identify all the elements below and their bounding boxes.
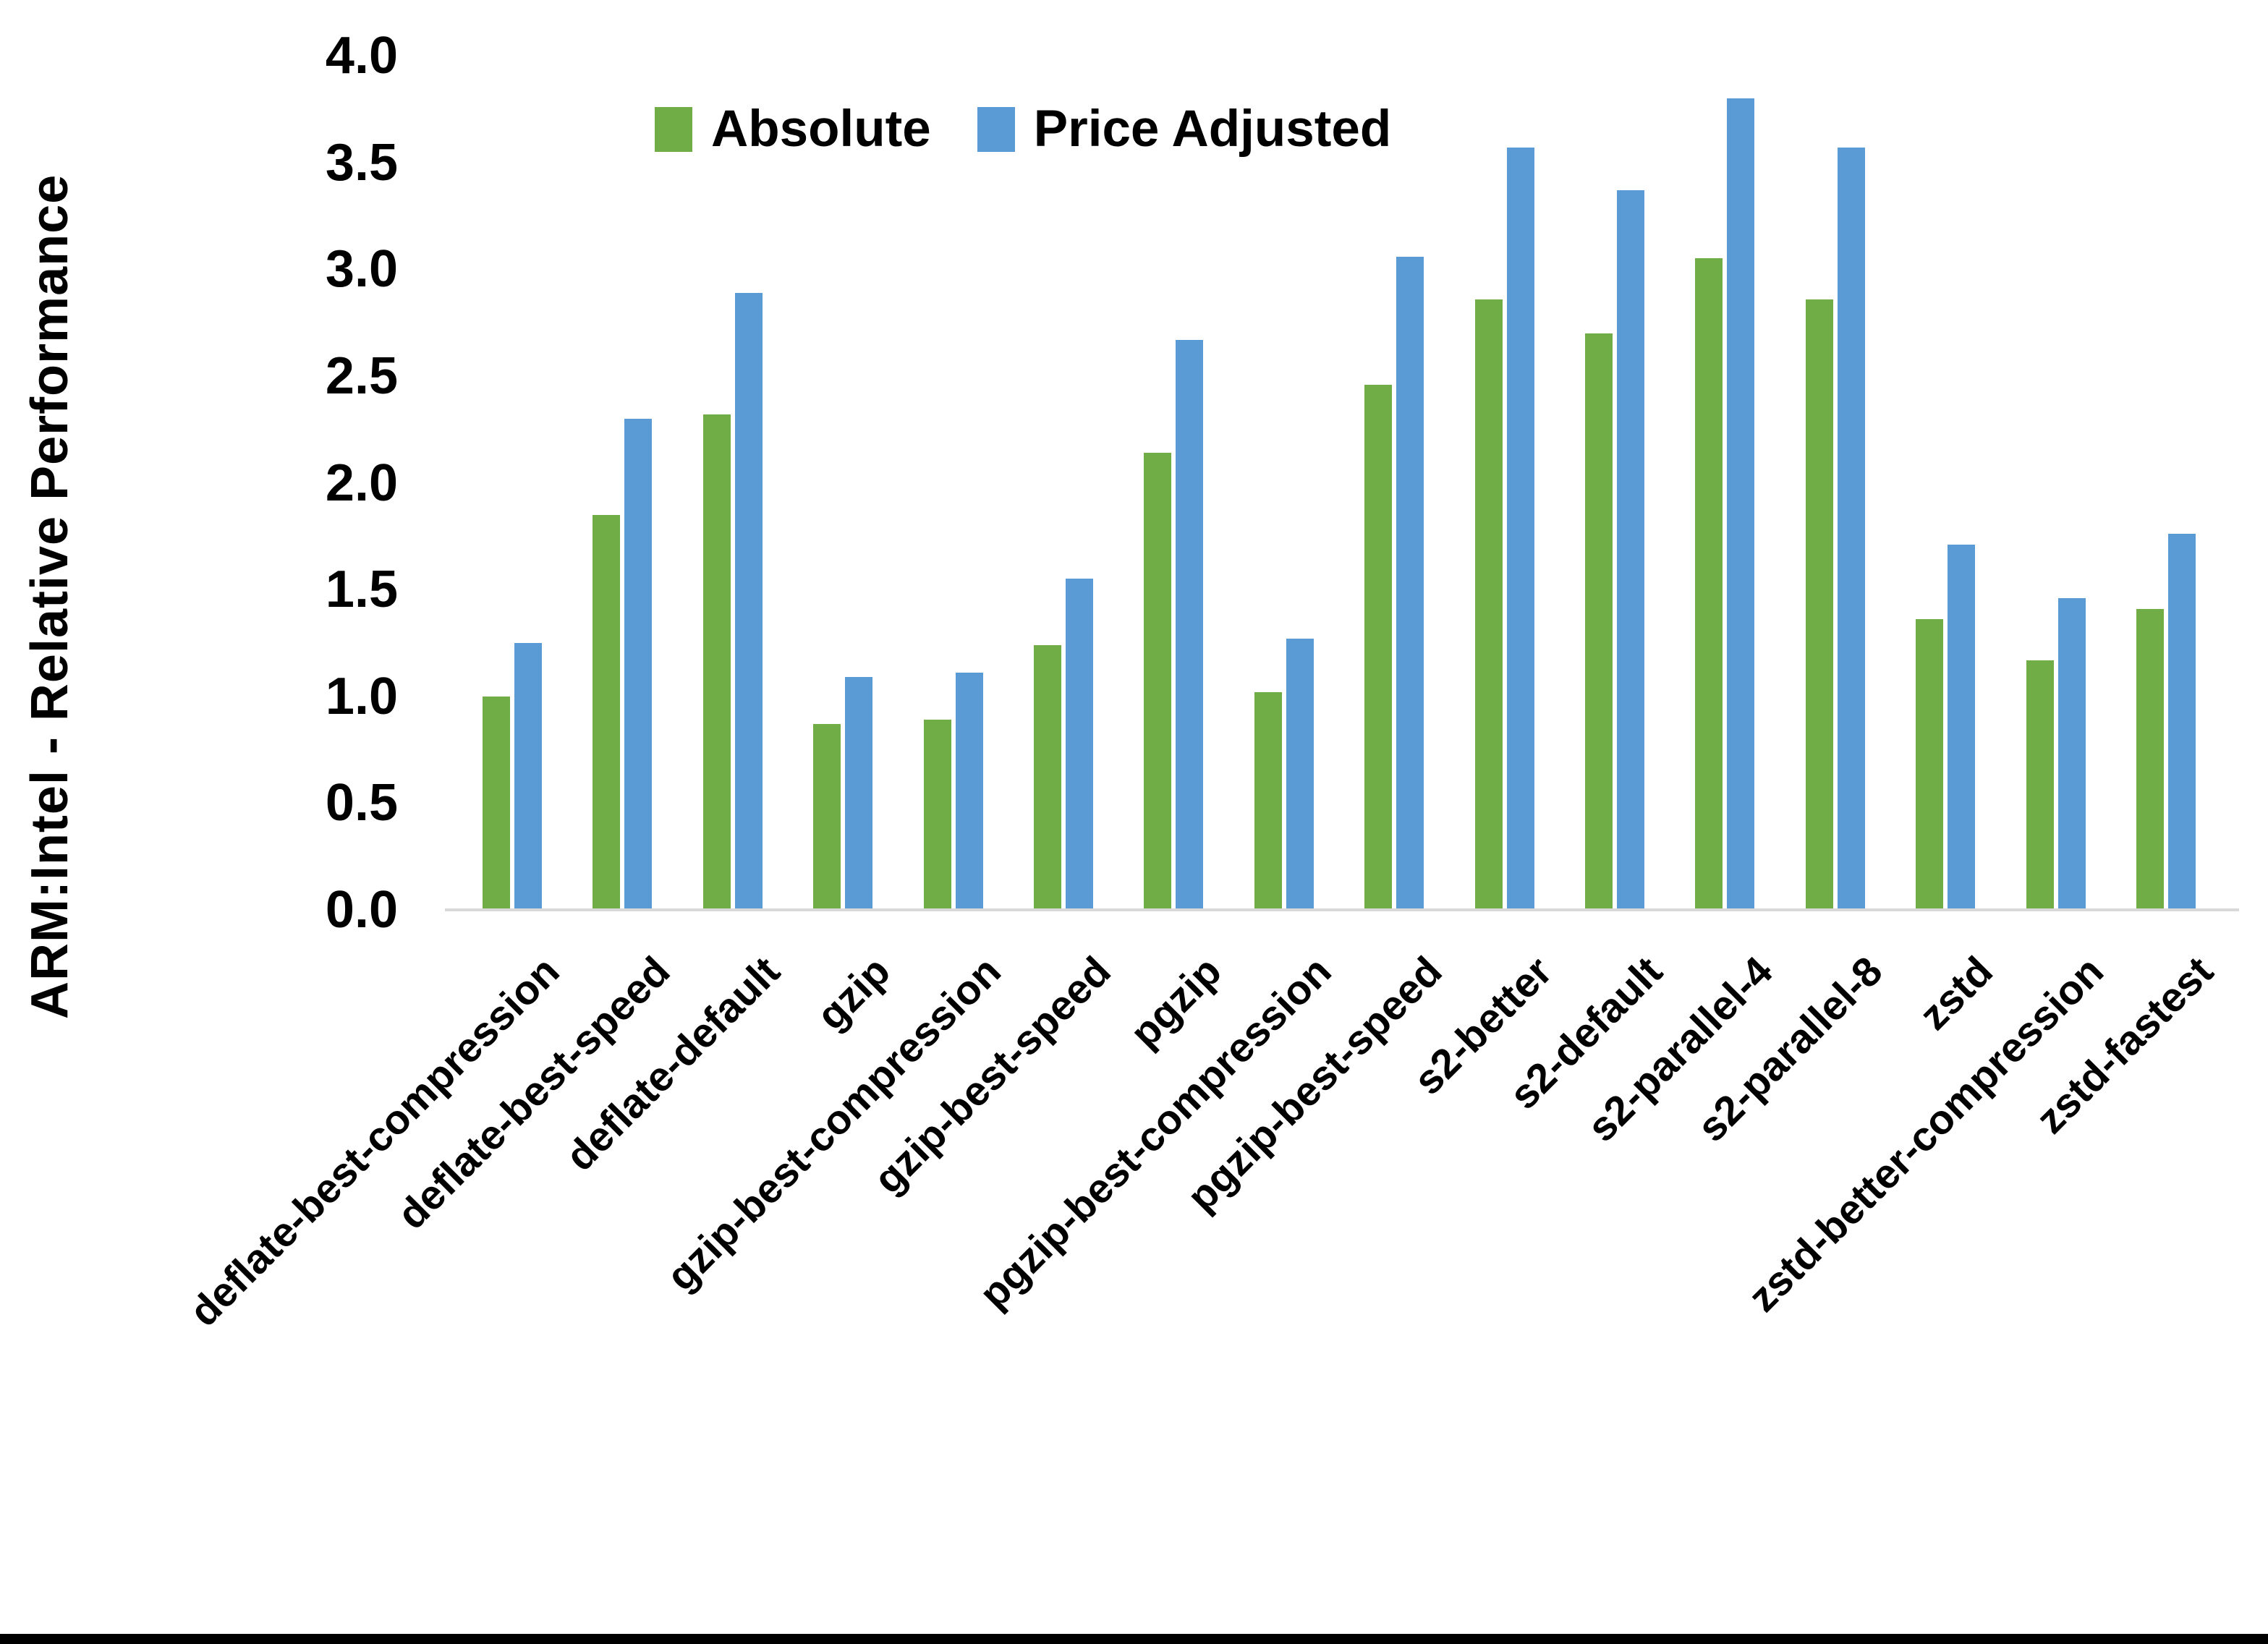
legend-item: Absolute [655, 103, 931, 155]
legend-item: Price Adjusted [977, 101, 1392, 158]
y-tick-label: 0.0 [325, 881, 398, 939]
legend-label: Absolute [711, 101, 931, 158]
bar-price-adjusted [514, 642, 542, 910]
bar-absolute [1364, 384, 1393, 910]
x-category-label: zstd [1911, 947, 2002, 1039]
bar-absolute [1474, 299, 1503, 910]
bar-absolute [2136, 608, 2164, 910]
y-tick-label: 0.5 [325, 774, 398, 832]
bar-absolute [813, 724, 841, 910]
bar-price-adjusted [2057, 597, 2086, 910]
y-tick-label: 2.5 [325, 346, 398, 405]
bar-absolute [483, 696, 510, 910]
y-tick-label: 3.5 [325, 133, 398, 192]
bar-price-adjusted [955, 673, 983, 910]
legend-swatch-absolute [655, 106, 692, 152]
x-category-label: gzip [808, 947, 900, 1039]
bar-price-adjusted [1727, 98, 1755, 910]
y-tick-label: 2.0 [325, 453, 398, 512]
legend: Absolute Price Adjusted [655, 103, 1391, 155]
bar-price-adjusted [734, 292, 763, 910]
bar-absolute [593, 514, 621, 910]
y-tick-label: 4.0 [325, 27, 398, 85]
bar-price-adjusted [1506, 147, 1534, 910]
bar-price-adjusted [2168, 534, 2196, 910]
bar-price-adjusted [1948, 545, 1976, 910]
x-axis-line [445, 908, 2239, 911]
bar-absolute [1034, 644, 1061, 910]
bar-price-adjusted [1396, 256, 1424, 910]
legend-label: Price Adjusted [1033, 101, 1392, 158]
bar-price-adjusted [1176, 339, 1204, 910]
bar-absolute [1144, 453, 1172, 910]
bar-price-adjusted [624, 418, 653, 910]
bar-absolute [2026, 660, 2054, 910]
y-tick-label: 1.0 [325, 667, 398, 725]
legend-swatch-price-adjusted [977, 106, 1015, 152]
bar-absolute [702, 414, 731, 910]
bar-absolute [1805, 299, 1833, 910]
y-tick-label: 1.5 [325, 561, 398, 619]
bar-absolute [1254, 691, 1282, 910]
bar-price-adjusted [1837, 147, 1865, 910]
bar-price-adjusted [845, 677, 873, 910]
bar-price-adjusted [1286, 639, 1314, 910]
bar-absolute [1695, 258, 1723, 910]
y-axis-title: ARM:Intel - Relative Performance [21, 174, 79, 1020]
y-tick-label: 3.0 [325, 240, 398, 299]
bar-price-adjusted [1066, 579, 1093, 910]
bar-price-adjusted [1617, 190, 1644, 910]
bar-absolute [923, 720, 951, 910]
bar-absolute [1916, 619, 1944, 910]
bar-absolute [1585, 333, 1613, 910]
bottom-border [0, 1634, 2268, 1644]
x-category-label: pgzip [1121, 947, 1231, 1057]
